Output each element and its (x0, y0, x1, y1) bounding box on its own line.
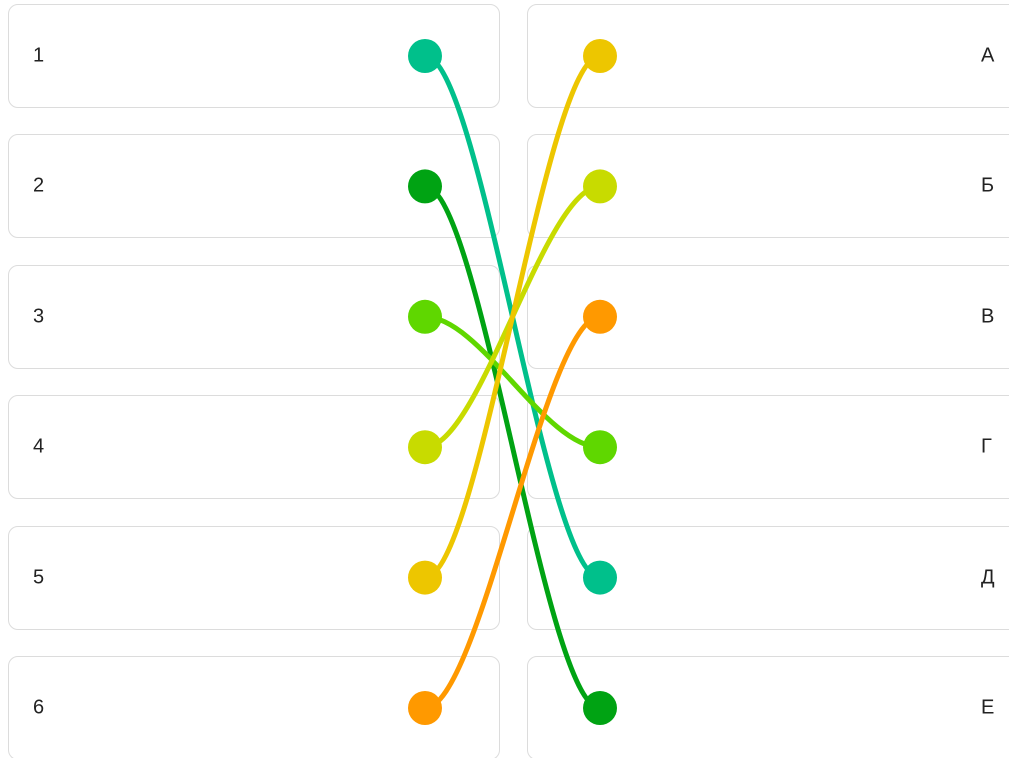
right-item-label: А (981, 44, 995, 67)
left-item-label: 3 (33, 305, 45, 328)
left-item-label: 1 (33, 44, 45, 67)
connection-line (422, 314, 603, 711)
right-item-label: Б (981, 174, 995, 197)
left-connector-dot[interactable] (408, 430, 442, 465)
left-item-label: 4 (33, 435, 45, 458)
right-connector-dot[interactable] (583, 691, 617, 725)
left-item-label: 5 (33, 566, 45, 589)
right-connector-dot[interactable] (583, 39, 617, 73)
left-connector-dot[interactable] (408, 169, 442, 204)
right-item-label: Г (981, 435, 992, 458)
right-item-label: Е (981, 696, 995, 719)
right-connector-dot[interactable] (583, 560, 617, 595)
right-connector-dot[interactable] (583, 299, 617, 334)
right-item-label: В (981, 305, 995, 328)
right-item-label: Д (981, 566, 995, 589)
left-item-label: 6 (33, 696, 45, 719)
right-connector-dot[interactable] (583, 430, 617, 465)
right-connector-dot[interactable] (583, 169, 617, 204)
left-item-label: 2 (33, 174, 45, 197)
left-connector-dot[interactable] (408, 560, 442, 595)
left-connector-dot[interactable] (408, 299, 442, 334)
left-connector-dot[interactable] (408, 39, 442, 73)
left-connector-dot[interactable] (408, 691, 442, 725)
